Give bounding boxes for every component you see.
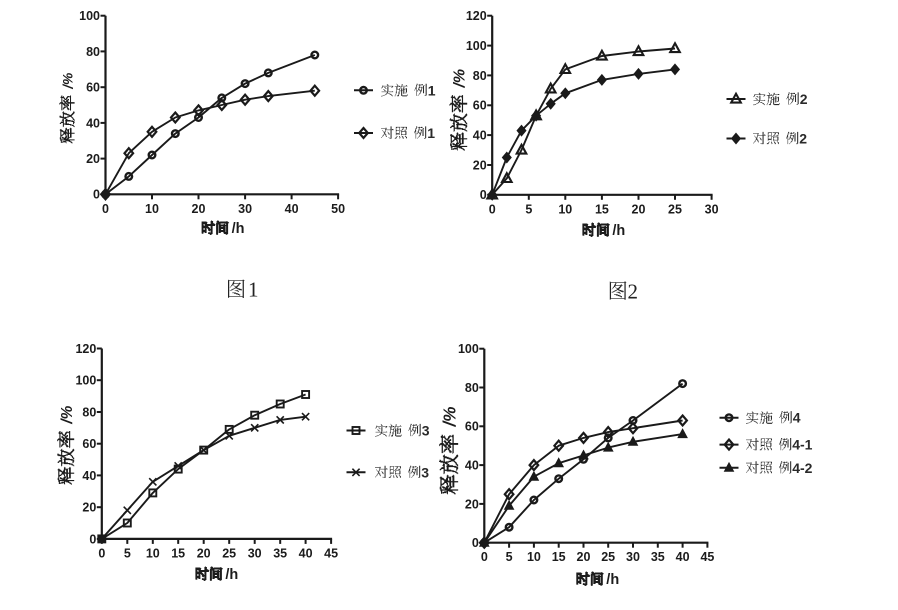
svg-text:25: 25 bbox=[668, 202, 682, 216]
svg-text:80: 80 bbox=[473, 69, 487, 83]
svg-text:3: 3 bbox=[421, 464, 429, 480]
svg-text:30: 30 bbox=[248, 546, 262, 560]
svg-text:30: 30 bbox=[626, 550, 640, 564]
svg-text:4-2: 4-2 bbox=[792, 460, 812, 476]
svg-text:25: 25 bbox=[222, 546, 236, 560]
svg-text:20: 20 bbox=[192, 202, 206, 216]
svg-text:0: 0 bbox=[93, 188, 100, 202]
svg-text:/%: /% bbox=[59, 405, 76, 424]
svg-text:100: 100 bbox=[79, 9, 100, 23]
svg-text:60: 60 bbox=[465, 420, 479, 434]
svg-text:0: 0 bbox=[481, 550, 488, 564]
svg-text:2: 2 bbox=[799, 131, 807, 147]
svg-text:1: 1 bbox=[427, 125, 435, 141]
svg-text:15: 15 bbox=[552, 550, 566, 564]
svg-text:15: 15 bbox=[595, 202, 609, 216]
svg-text:30: 30 bbox=[238, 202, 252, 216]
svg-text:20: 20 bbox=[86, 152, 100, 166]
svg-text:0: 0 bbox=[480, 188, 487, 202]
svg-text:20: 20 bbox=[632, 202, 646, 216]
svg-text:20: 20 bbox=[473, 158, 487, 172]
svg-text:0: 0 bbox=[472, 536, 479, 550]
svg-text:/h: /h bbox=[612, 223, 625, 239]
svg-text:60: 60 bbox=[86, 81, 100, 95]
svg-text:0: 0 bbox=[102, 202, 109, 216]
svg-text:100: 100 bbox=[75, 374, 96, 388]
svg-text:/h: /h bbox=[606, 572, 619, 588]
svg-text:35: 35 bbox=[651, 550, 665, 564]
svg-text:5: 5 bbox=[525, 202, 532, 216]
svg-text:40: 40 bbox=[676, 550, 690, 564]
svg-text:80: 80 bbox=[82, 405, 96, 419]
svg-text:80: 80 bbox=[465, 381, 479, 395]
svg-text:20: 20 bbox=[197, 546, 211, 560]
svg-text:/%: /% bbox=[452, 69, 469, 89]
svg-text:5: 5 bbox=[506, 550, 513, 564]
svg-text:0: 0 bbox=[98, 546, 105, 560]
svg-text:/%: /% bbox=[441, 407, 460, 428]
svg-text:2: 2 bbox=[628, 280, 639, 304]
svg-text:40: 40 bbox=[299, 546, 313, 560]
svg-text:80: 80 bbox=[86, 45, 100, 59]
svg-text:2: 2 bbox=[800, 91, 808, 107]
svg-text:0: 0 bbox=[489, 202, 496, 216]
svg-text:100: 100 bbox=[466, 39, 487, 53]
svg-text:40: 40 bbox=[86, 116, 100, 130]
svg-text:40: 40 bbox=[473, 129, 487, 143]
svg-text:4: 4 bbox=[793, 410, 801, 426]
svg-text:1: 1 bbox=[428, 82, 436, 98]
svg-text:60: 60 bbox=[473, 99, 487, 113]
svg-text:/h: /h bbox=[232, 221, 245, 237]
svg-text:15: 15 bbox=[171, 546, 185, 560]
svg-text:20: 20 bbox=[577, 550, 591, 564]
svg-text:20: 20 bbox=[465, 497, 479, 511]
svg-text:1: 1 bbox=[248, 278, 259, 302]
svg-text:/h: /h bbox=[225, 567, 238, 583]
svg-text:10: 10 bbox=[146, 546, 160, 560]
svg-text:45: 45 bbox=[324, 546, 338, 560]
svg-text:3: 3 bbox=[422, 423, 430, 439]
svg-text:100: 100 bbox=[458, 342, 479, 356]
svg-text:/%: /% bbox=[60, 73, 75, 90]
svg-text:10: 10 bbox=[558, 202, 572, 216]
svg-text:25: 25 bbox=[601, 550, 615, 564]
svg-text:40: 40 bbox=[465, 459, 479, 473]
svg-text:40: 40 bbox=[82, 469, 96, 483]
svg-text:35: 35 bbox=[273, 546, 287, 560]
svg-text:20: 20 bbox=[82, 501, 96, 515]
svg-text:60: 60 bbox=[82, 437, 96, 451]
svg-text:30: 30 bbox=[705, 202, 719, 216]
svg-text:45: 45 bbox=[700, 550, 714, 564]
svg-text:120: 120 bbox=[75, 342, 96, 356]
svg-text:120: 120 bbox=[466, 9, 487, 23]
svg-text:4-1: 4-1 bbox=[792, 437, 812, 453]
svg-text:0: 0 bbox=[89, 532, 96, 546]
svg-text:50: 50 bbox=[331, 202, 345, 216]
svg-text:10: 10 bbox=[527, 550, 541, 564]
svg-text:5: 5 bbox=[124, 546, 131, 560]
svg-text:10: 10 bbox=[145, 202, 159, 216]
svg-text:40: 40 bbox=[285, 202, 299, 216]
